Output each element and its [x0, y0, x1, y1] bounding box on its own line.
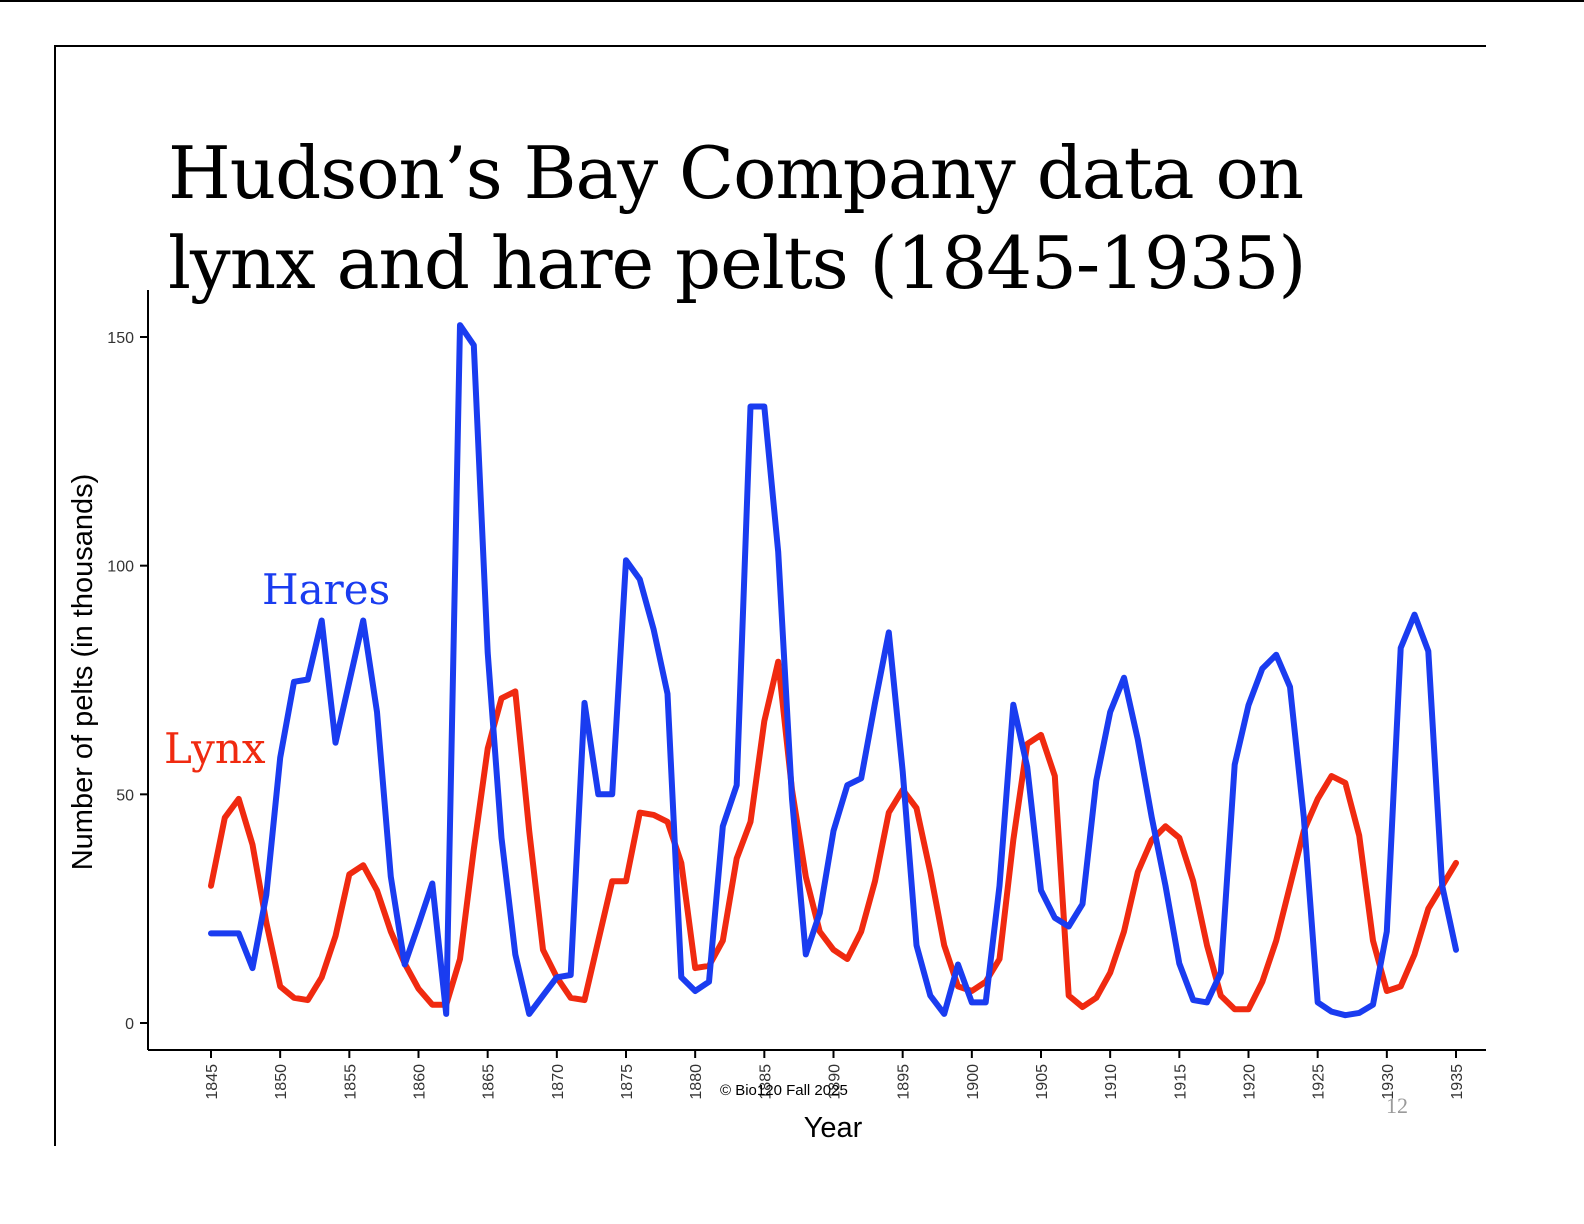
x-tick-label: 1875 — [619, 1064, 636, 1100]
x-tick-label: 1890 — [827, 1064, 844, 1100]
x-tick-label: 1930 — [1380, 1064, 1397, 1100]
series-line-hares — [208, 322, 1459, 1019]
series-layer — [208, 322, 1459, 1019]
x-tick-label: 1845 — [204, 1064, 221, 1100]
x-tick-label: 1925 — [1311, 1064, 1328, 1100]
slide-title: Hudson’s Bay Company data on lynx and ha… — [168, 128, 1468, 308]
x-tick-label: 1880 — [688, 1064, 705, 1100]
x-tick-label: 1905 — [1034, 1064, 1051, 1100]
y-tick-label: 50 — [116, 787, 134, 804]
x-tick-label: 1850 — [273, 1064, 290, 1100]
x-tick-label: 1915 — [1172, 1064, 1189, 1100]
slide-footer: © Bio120 Fall 2025 — [720, 1082, 848, 1099]
annotation-lynx: Lynx — [164, 724, 266, 773]
x-tick-label: 1855 — [342, 1064, 359, 1100]
annotation-hares: Hares — [262, 565, 390, 614]
slide-title-line-2: lynx and hare pelts (1845-1935) — [168, 221, 1307, 305]
x-tick-label: 1885 — [757, 1064, 774, 1100]
y-axis-label: Number of pelts (in thousands) — [67, 474, 99, 871]
page-number: 12 — [1386, 1093, 1408, 1118]
x-tick-label: 1935 — [1449, 1064, 1466, 1100]
x-axis-label: Year — [804, 1112, 863, 1144]
y-tick-label: 0 — [125, 1016, 134, 1033]
y-tick-label: 150 — [107, 330, 134, 347]
y-axis-ticks: 0 50 100 150 — [107, 330, 148, 1033]
x-tick-label: 1895 — [896, 1064, 913, 1100]
series-line-lynx — [208, 658, 1459, 1013]
x-tick-label: 1900 — [965, 1064, 982, 1100]
x-tick-label: 1870 — [550, 1064, 567, 1100]
chart-axes — [147, 290, 1486, 1051]
slide-title-line-1: Hudson’s Bay Company data on — [168, 131, 1304, 215]
x-axis-ticks: 1845 1850 1855 1860 1865 1870 1875 1880 1885 1890… — [204, 1050, 1466, 1100]
x-tick-label: 1910 — [1103, 1064, 1120, 1100]
x-tick-label: 1920 — [1242, 1064, 1259, 1100]
x-tick-label: 1865 — [481, 1064, 498, 1100]
y-tick-label: 100 — [107, 559, 134, 576]
x-tick-label: 1860 — [412, 1064, 429, 1100]
